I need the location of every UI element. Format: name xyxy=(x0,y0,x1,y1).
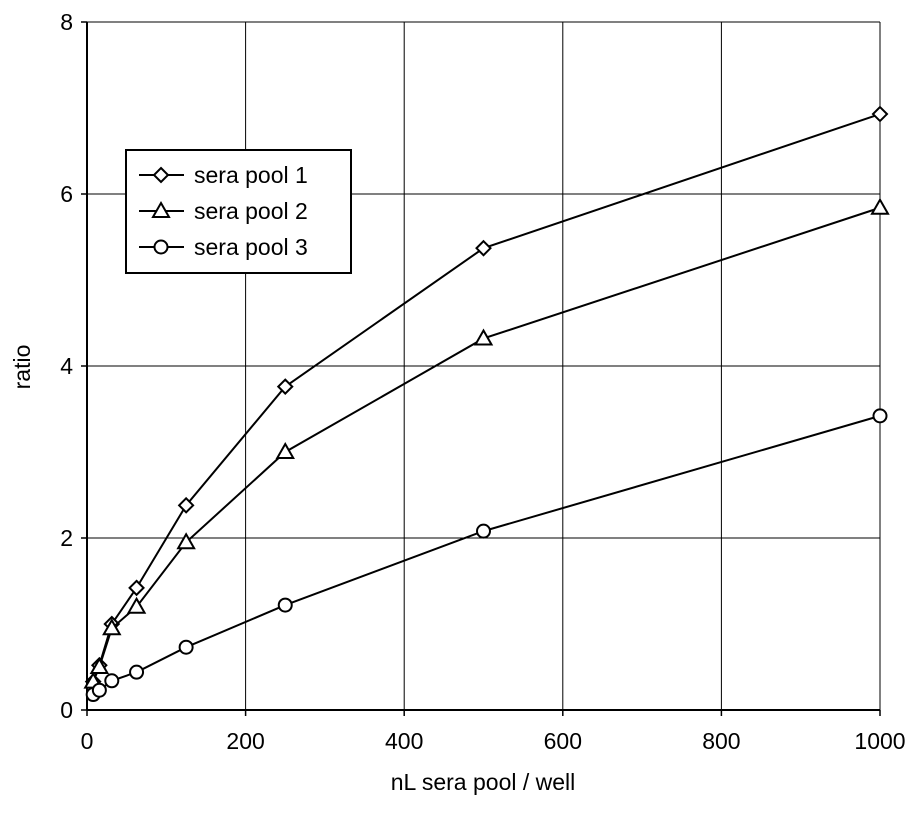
legend-label: sera pool 2 xyxy=(194,198,308,224)
legend-marker xyxy=(153,239,169,255)
axes: 0 200 400 600 800 1000 0 2 4 6 8 xyxy=(60,9,905,754)
data-point xyxy=(129,664,145,680)
x-tick-label: 1000 xyxy=(854,728,905,754)
legend: sera pool 1 sera pool 2 sera pool 3 xyxy=(125,149,352,274)
x-tick-label: 200 xyxy=(226,728,264,754)
data-point xyxy=(275,441,295,459)
legend-label: sera pool 3 xyxy=(194,234,308,260)
series-2 xyxy=(83,197,890,689)
y-axis-title: ratio xyxy=(9,345,35,390)
series-3 xyxy=(85,408,888,703)
data-point xyxy=(177,496,195,514)
data-point xyxy=(91,682,107,698)
x-tick-label: 800 xyxy=(702,728,740,754)
data-point xyxy=(276,378,294,396)
x-tick-label: 600 xyxy=(544,728,582,754)
data-point xyxy=(277,597,293,613)
data-point xyxy=(473,328,494,346)
y-tick-label: 2 xyxy=(60,525,73,551)
data-point xyxy=(871,105,889,123)
data-point xyxy=(872,408,888,424)
data-point xyxy=(104,673,120,689)
data-point xyxy=(476,523,491,539)
y-tick-label: 8 xyxy=(60,9,73,35)
legend-marker xyxy=(151,200,171,218)
legend-label: sera pool 1 xyxy=(194,162,308,188)
x-tick-label: 400 xyxy=(385,728,423,754)
series-line xyxy=(92,206,881,683)
data-point xyxy=(128,579,145,597)
y-tick-label: 6 xyxy=(60,181,73,207)
grid xyxy=(87,21,881,710)
data-point xyxy=(126,596,147,614)
data-point xyxy=(475,239,492,257)
x-tick-label: 0 xyxy=(81,728,94,754)
x-axis-title: nL sera pool / well xyxy=(391,769,576,795)
data-point xyxy=(178,639,194,655)
y-tick-label: 0 xyxy=(60,697,73,723)
data-point xyxy=(176,532,196,550)
y-tick-label: 4 xyxy=(60,353,73,379)
series-line xyxy=(92,414,881,696)
data-point xyxy=(870,197,890,215)
data-point xyxy=(89,656,110,674)
legend-marker xyxy=(152,166,170,184)
series-area xyxy=(83,105,890,703)
data-point xyxy=(102,618,122,636)
